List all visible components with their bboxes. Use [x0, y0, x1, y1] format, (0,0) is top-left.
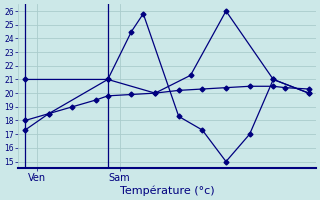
X-axis label: Température (°c): Température (°c) — [120, 185, 214, 196]
